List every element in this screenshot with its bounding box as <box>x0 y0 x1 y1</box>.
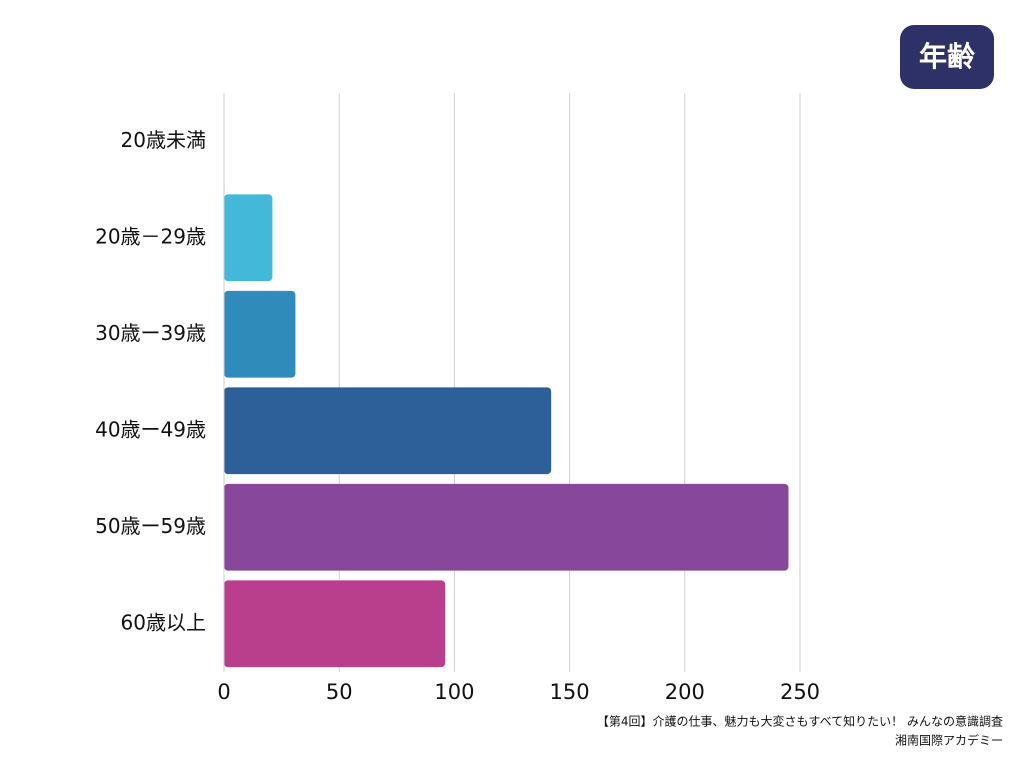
bar <box>224 483 789 571</box>
bar <box>224 290 296 378</box>
y-tick-label: 50歳ー59歳 <box>95 514 206 538</box>
chart-title: 年齢 <box>919 40 975 73</box>
x-tick-label: 200 <box>665 680 705 704</box>
y-tick-label: 20歳－29歳 <box>95 224 206 248</box>
title-badge <box>900 25 994 89</box>
y-tick-label: 40歳ー49歳 <box>95 417 206 441</box>
x-tick-label: 250 <box>780 680 820 704</box>
bar <box>224 194 273 282</box>
source-note: 湘南国際アカデミー <box>895 733 1003 748</box>
x-tick-label: 0 <box>217 680 230 704</box>
x-tick-label: 150 <box>550 680 590 704</box>
y-tick-label: 20歳未満 <box>121 128 206 152</box>
bar <box>224 580 446 668</box>
bar <box>224 387 552 475</box>
y-tick-label: 60歳以上 <box>121 610 206 634</box>
source-note: 【第4回】介護の仕事、魅力も大変さもすべて知りたい！ みんなの意識調査 <box>597 714 1003 729</box>
x-tick-label: 100 <box>434 680 474 704</box>
y-tick-label: 30歳ー39歳 <box>95 321 206 345</box>
x-tick-label: 50 <box>326 680 353 704</box>
